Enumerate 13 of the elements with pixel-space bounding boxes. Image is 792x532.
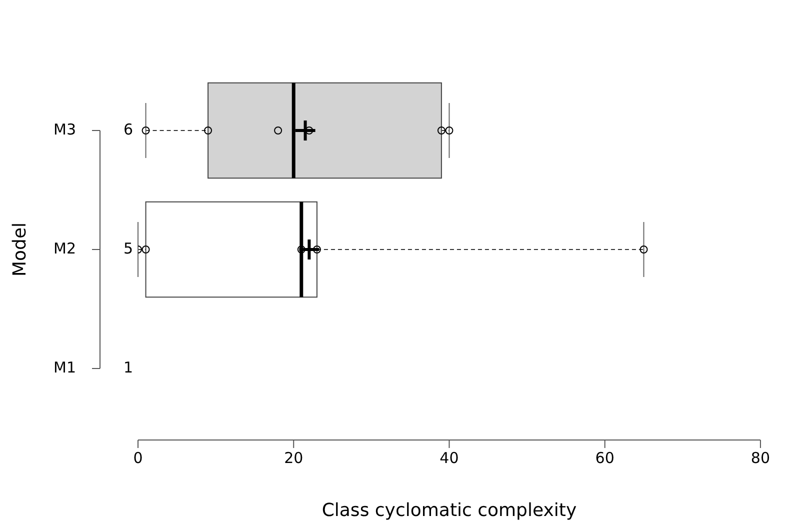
y-axis-title: Model: [9, 222, 30, 277]
text: 5: [123, 239, 133, 258]
x-tick-label: 80: [750, 448, 770, 467]
x-tick-label: 20: [284, 448, 304, 467]
x-tick-label: 0: [133, 448, 143, 467]
y-tick-label: M1: [54, 358, 76, 376]
y-tick-label: M3: [54, 120, 76, 138]
x-tick-label: 60: [595, 448, 614, 467]
text: 1: [123, 358, 133, 376]
x-tick-label: 40: [440, 448, 459, 467]
x-axis-title: Class cyclomatic complexity: [322, 500, 577, 521]
y-tick-label: M2: [54, 239, 76, 258]
text: 6: [123, 120, 133, 138]
